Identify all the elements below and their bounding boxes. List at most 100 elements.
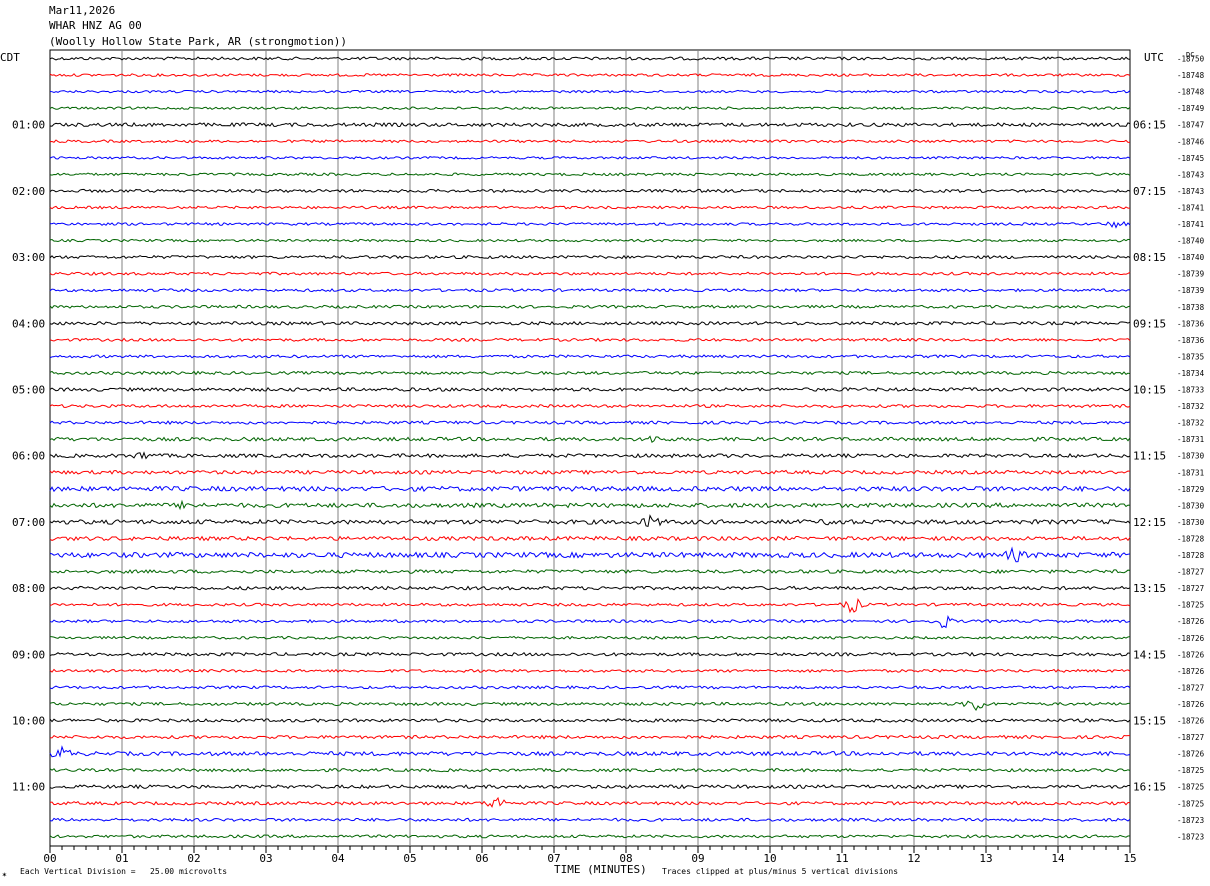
dc-offset-label: -18739 xyxy=(1177,270,1204,279)
grid-layer xyxy=(49,49,1131,853)
header-station: WHAR HNZ AG 00 xyxy=(49,19,142,32)
dc-offset-label: -18741 xyxy=(1177,203,1204,212)
cdt-hour-label: 03:00 xyxy=(12,251,45,264)
seismic-trace xyxy=(49,122,1131,128)
seismic-trace xyxy=(49,106,1131,110)
x-tick-label: 12 xyxy=(907,852,920,865)
cdt-hour-label: 08:00 xyxy=(12,582,45,595)
dc-offset-label: -18729 xyxy=(1177,485,1204,494)
dc-offset-label: -18725 xyxy=(1177,601,1204,610)
utc-axis-title: UTC xyxy=(1144,51,1164,64)
seismic-trace xyxy=(49,834,1131,839)
dc-offset-label: -18749 xyxy=(1177,104,1204,113)
dc-offset-label: -18731 xyxy=(1177,435,1204,444)
seismic-trace xyxy=(49,139,1131,144)
dc-offset-label: -18726 xyxy=(1177,617,1205,626)
utc-hour-label: 14:15 xyxy=(1133,648,1166,661)
utc-hour-label: 06:15 xyxy=(1133,119,1166,132)
seismic-trace xyxy=(49,205,1131,210)
seismic-trace xyxy=(49,597,1131,614)
dc-offset-label: -18726 xyxy=(1177,650,1205,659)
cdt-hour-label: 05:00 xyxy=(12,384,45,397)
cdt-hour-label: 06:00 xyxy=(12,450,45,463)
dc-offset-label: -18736 xyxy=(1177,319,1205,328)
seismic-trace xyxy=(49,585,1131,591)
seismic-trace xyxy=(49,718,1131,723)
trace-layer xyxy=(49,56,1131,839)
seismic-trace xyxy=(49,386,1131,393)
dc-offset-label: -18726 xyxy=(1177,667,1205,676)
dc-offset-label: -18738 xyxy=(1177,303,1205,312)
seismic-trace xyxy=(49,514,1131,528)
dc-offset-label: -18743 xyxy=(1177,170,1204,179)
utc-hour-label: 08:15 xyxy=(1133,251,1166,264)
dc-offset-label: -18740 xyxy=(1177,253,1205,262)
seismic-trace xyxy=(49,485,1131,493)
seismic-trace xyxy=(49,700,1131,711)
seismic-trace xyxy=(49,172,1131,177)
seismic-trace xyxy=(49,89,1131,94)
dc-offset-label: -18746 xyxy=(1177,137,1205,146)
utc-hour-label: 16:15 xyxy=(1133,781,1166,794)
dc-offset-label: -18741 xyxy=(1177,220,1204,229)
dc-offset-label: -18723 xyxy=(1177,832,1204,841)
dc-offset-label: -18747 xyxy=(1177,121,1204,130)
cdt-hour-label: 09:00 xyxy=(12,648,45,661)
dc-offset-label: -18748 xyxy=(1177,88,1205,97)
seismic-trace xyxy=(49,188,1131,194)
dc-offset-label: -18743 xyxy=(1177,187,1204,196)
dc-offset-label: -18748 xyxy=(1177,71,1205,80)
dc-offset-label: -18733 xyxy=(1177,386,1204,395)
cdt-axis-title: CDT xyxy=(0,51,20,64)
dc-offset-label: -18730 xyxy=(1177,501,1205,510)
label-layer: 00 01 02 03 04 05 06 07 08 09 10 11 12 13 14 15 -18750 -1… xyxy=(12,55,1205,866)
seismic-trace xyxy=(49,288,1131,293)
dc-offset-label: -18727 xyxy=(1177,568,1204,577)
seismic-trace xyxy=(49,784,1131,790)
x-tick-label: 07 xyxy=(547,852,560,865)
x-tick-label: 11 xyxy=(835,852,848,865)
seismic-trace xyxy=(49,337,1131,343)
seismic-trace xyxy=(49,685,1131,690)
seismic-trace xyxy=(49,614,1131,629)
dc-offset-label: -18734 xyxy=(1177,369,1205,378)
dc-offset-label: -18732 xyxy=(1177,419,1204,428)
x-tick-label: 01 xyxy=(115,852,128,865)
dc-offset-label: -18730 xyxy=(1177,518,1205,527)
cdt-hour-label: 02:00 xyxy=(12,185,45,198)
seismic-trace xyxy=(49,469,1131,476)
dc-offset-label: -18727 xyxy=(1177,584,1204,593)
seismic-trace xyxy=(49,254,1131,260)
x-tick-label: 14 xyxy=(1051,852,1065,865)
x-tick-label: 09 xyxy=(691,852,704,865)
dc-offset-label: -18728 xyxy=(1177,534,1205,543)
seismic-trace xyxy=(49,435,1131,443)
seismic-trace xyxy=(49,499,1131,511)
dc-offset-label: -18725 xyxy=(1177,799,1204,808)
header-location: (Woolly Hollow State Park, AR (strongmot… xyxy=(49,35,348,48)
utc-hour-label: 07:15 xyxy=(1133,185,1166,198)
logo-icon: ✶ xyxy=(2,870,7,879)
seismic-trace xyxy=(49,535,1131,542)
dc-offset-label: -18725 xyxy=(1177,783,1204,792)
dc-offset-label: -18745 xyxy=(1177,154,1204,163)
seismic-trace xyxy=(49,320,1131,326)
dc-corner-label: DC xyxy=(1186,51,1194,59)
utc-hour-label: 12:15 xyxy=(1133,516,1166,529)
dc-offset-label: -18735 xyxy=(1177,352,1204,361)
scale-note: Each Vertical Division = 25.00 microvolt… xyxy=(20,867,228,876)
dc-offset-label: -18726 xyxy=(1177,700,1205,709)
seismic-trace xyxy=(49,734,1131,740)
x-tick-label: 02 xyxy=(187,852,200,865)
dc-offset-label: -18723 xyxy=(1177,816,1204,825)
seismic-trace xyxy=(49,271,1131,276)
x-tick-label: 10 xyxy=(763,852,776,865)
seismic-trace xyxy=(49,304,1131,309)
seismic-trace xyxy=(49,745,1131,758)
cdt-hour-label: 04:00 xyxy=(12,317,45,330)
seismic-trace xyxy=(49,403,1131,409)
x-tick-label: 05 xyxy=(403,852,416,865)
x-tick-label: 15 xyxy=(1123,852,1136,865)
seismic-trace xyxy=(49,651,1131,657)
